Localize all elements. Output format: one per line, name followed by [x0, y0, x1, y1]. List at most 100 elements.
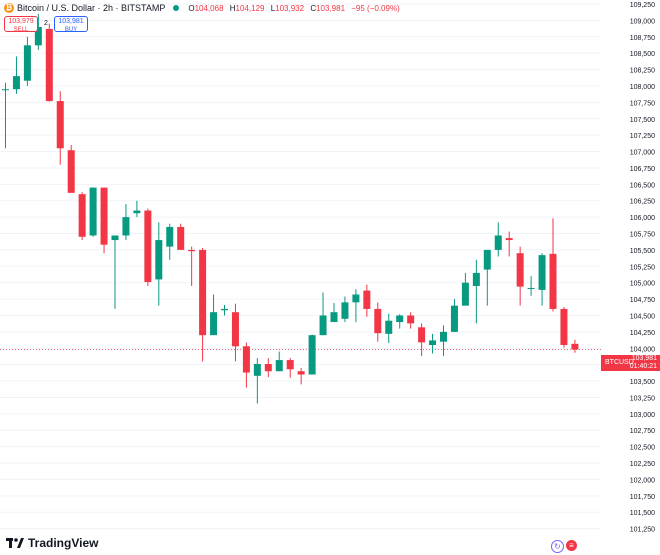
candle-body[interactable] — [155, 240, 163, 280]
candles — [2, 13, 579, 404]
y-tick-label: 105,250 — [630, 264, 655, 271]
candle-body[interactable] — [111, 235, 119, 241]
candle-body[interactable] — [352, 294, 360, 303]
candle-body[interactable] — [199, 249, 207, 336]
low-value: 103,932 — [275, 3, 305, 13]
candle-body[interactable] — [210, 312, 218, 336]
candle-body[interactable] — [538, 255, 546, 290]
tradingview-logo-text: TradingView — [28, 536, 99, 550]
candle-body[interactable] — [418, 327, 426, 343]
trade-buttons: 103,979 SELL 2 103,981 BUY — [4, 16, 88, 33]
candle-body[interactable] — [483, 249, 491, 270]
y-tick-label: 102,250 — [630, 461, 655, 468]
y-tick-label: 109,250 — [630, 2, 655, 9]
high-value: 104,129 — [235, 3, 265, 13]
candle-body[interactable] — [67, 150, 75, 193]
candle-body[interactable] — [12, 76, 20, 90]
candle-body[interactable] — [505, 238, 513, 241]
candle-body[interactable] — [122, 217, 130, 236]
buy-button[interactable]: 103,981 BUY — [54, 16, 88, 33]
y-tick-label: 104,000 — [630, 346, 655, 353]
candle-body[interactable] — [286, 360, 294, 370]
y-tick-label: 106,250 — [630, 199, 655, 206]
candle-body[interactable] — [450, 305, 458, 332]
candle-body[interactable] — [297, 371, 305, 375]
y-tick-label: 108,000 — [630, 84, 655, 91]
candle-body[interactable] — [440, 331, 447, 342]
candle-body[interactable] — [341, 302, 349, 319]
y-tick-label: 104,250 — [630, 330, 655, 337]
candle-body[interactable] — [188, 249, 196, 252]
price-tag-price: 103,981 — [631, 355, 657, 362]
y-tick-label: 107,750 — [630, 100, 655, 107]
candle-body[interactable] — [2, 89, 9, 91]
spread-value: 2 — [44, 20, 48, 27]
tradingview-logo[interactable]: TradingView — [6, 536, 98, 550]
y-tick-label: 102,500 — [630, 445, 655, 452]
candle-body[interactable] — [396, 315, 404, 323]
price-axis: 101,250 101,500 101,750 102,000 102,250 102,5… — [630, 2, 655, 534]
y-tick-label: 104,500 — [630, 313, 655, 320]
y-tick-label: 103,000 — [630, 412, 655, 419]
candle-body[interactable] — [231, 312, 239, 347]
candle-body[interactable] — [494, 235, 502, 250]
y-tick-label: 107,250 — [630, 133, 655, 140]
candle-body[interactable] — [242, 346, 250, 373]
candle-body[interactable] — [407, 315, 415, 324]
change-value: −95 (−0.09%) — [351, 3, 400, 13]
candle-body[interactable] — [221, 308, 228, 311]
candle-body[interactable] — [560, 308, 568, 345]
y-tick-label: 103,500 — [630, 379, 655, 386]
candle-body[interactable] — [144, 210, 152, 283]
candle-body[interactable] — [516, 253, 524, 287]
candle-body[interactable] — [177, 226, 185, 250]
candle-body[interactable] — [429, 340, 437, 345]
y-tick-label: 101,500 — [630, 510, 655, 517]
replay-icon[interactable]: ↻ — [551, 540, 564, 553]
y-tick-label: 102,750 — [630, 428, 655, 435]
candle-body[interactable] — [374, 308, 382, 334]
price-tag-countdown: 01:40:21 — [629, 363, 657, 370]
buy-price: 103,981 — [58, 18, 84, 25]
candle-body[interactable] — [472, 272, 480, 286]
candle-body[interactable] — [166, 226, 174, 247]
y-tick-label: 101,250 — [630, 527, 655, 534]
candle-body[interactable] — [385, 320, 393, 334]
sell-button[interactable]: 103,979 SELL — [4, 16, 38, 33]
sell-label: SELL — [13, 27, 29, 33]
candle-body[interactable] — [275, 360, 283, 372]
candle-body[interactable] — [363, 290, 371, 309]
y-tick-label: 107,000 — [630, 150, 655, 157]
y-tick-label: 106,500 — [630, 182, 655, 189]
candle-body[interactable] — [319, 315, 327, 336]
candle-body[interactable] — [34, 26, 42, 46]
gridlines — [0, 3, 601, 530]
tradingview-logo-icon — [6, 538, 24, 548]
candle-body[interactable] — [100, 187, 108, 245]
y-tick-label: 108,500 — [630, 51, 655, 58]
candle-body[interactable] — [23, 45, 31, 81]
low-key: L — [270, 3, 276, 13]
candle-body[interactable] — [461, 282, 469, 306]
candle-body[interactable] — [549, 253, 557, 309]
candle-body[interactable] — [571, 343, 579, 350]
y-tick-label: 107,500 — [630, 117, 655, 124]
y-tick-label: 103,250 — [630, 395, 655, 402]
y-tick-label: 102,000 — [630, 477, 655, 484]
market-status-dot — [173, 5, 180, 11]
candle-body[interactable] — [330, 312, 338, 323]
candle-body[interactable] — [253, 364, 261, 376]
flag-icon[interactable]: ≡ — [566, 540, 577, 551]
candle-body[interactable] — [527, 287, 535, 289]
symbol-title[interactable]: Bitcoin / U.S. Dollar · 2h · BITSTAMP — [17, 3, 166, 13]
buy-label: BUY — [64, 27, 78, 33]
candle-body[interactable] — [78, 194, 86, 237]
y-tick-label: 105,750 — [630, 232, 655, 239]
candle-body[interactable] — [308, 335, 316, 375]
candle-body[interactable] — [89, 187, 97, 236]
candle-body[interactable] — [56, 101, 64, 149]
candle-body[interactable] — [45, 28, 53, 102]
candle-body[interactable] — [264, 364, 272, 372]
candle-body[interactable] — [133, 210, 141, 214]
